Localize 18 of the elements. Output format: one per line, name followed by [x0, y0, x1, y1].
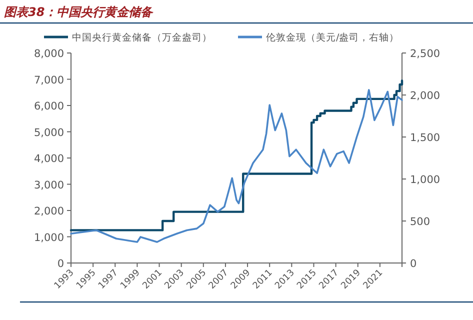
y-tick-label: 8,000	[34, 48, 64, 60]
y-tick-label: 0	[57, 258, 64, 270]
y-tick-label: 6,000	[34, 100, 64, 112]
chart-title: 图表38：中国央行黄金储备	[4, 5, 154, 19]
y2-tick-label: 500	[410, 216, 430, 228]
y2-tick-label: 0	[410, 258, 417, 270]
y2-tick-label: 2,000	[410, 90, 440, 102]
y-tick-label: 3,000	[34, 179, 64, 192]
legend-label: 伦敦金现（美元/盎司，右轴）	[266, 32, 400, 44]
y-tick-label: 5,000	[34, 126, 64, 139]
y2-tick-label: 2,500	[410, 48, 440, 60]
y-tick-label: 7,000	[34, 74, 64, 86]
y-tick-label: 1,000	[34, 232, 64, 244]
y2-tick-label: 1,500	[410, 132, 440, 144]
y-tick-label: 2,000	[34, 206, 64, 218]
y-tick-label: 4,000	[34, 153, 64, 165]
y2-tick-label: 1,000	[410, 174, 440, 186]
legend-label: 中国央行黄金储备（万金盎司）	[72, 32, 212, 44]
